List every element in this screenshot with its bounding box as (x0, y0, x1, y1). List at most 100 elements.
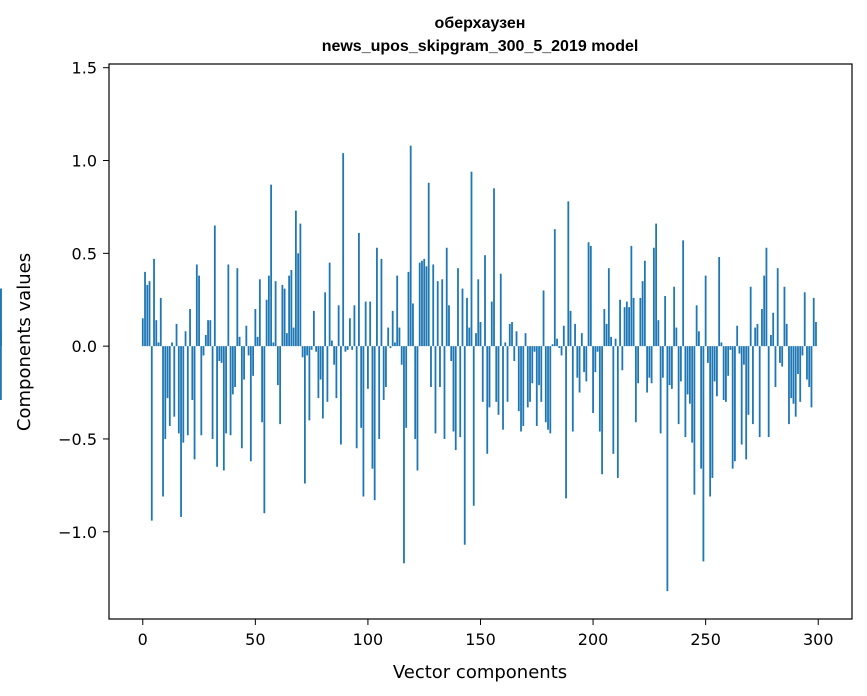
bar-200 (592, 346, 594, 413)
bar-202 (596, 346, 599, 352)
x-tick-label: 0 (138, 630, 148, 649)
y-tick-label: 1.5 (72, 59, 97, 78)
bar-111 (391, 310, 394, 347)
bar-160 (502, 346, 504, 430)
bar-247 (698, 331, 700, 347)
bar-214 (623, 307, 626, 347)
x-tick-label: 50 (245, 630, 265, 649)
bar-258 (722, 346, 725, 400)
bar-191 (571, 346, 574, 432)
bar-128 (430, 346, 432, 387)
bar-173 (531, 346, 534, 384)
bar-45 (243, 346, 245, 380)
bar-42 (236, 268, 239, 347)
bar-233 (666, 346, 669, 592)
bar-51 (256, 336, 259, 347)
bar-127 (427, 182, 430, 347)
bar-267 (743, 346, 745, 365)
bar-0 (141, 318, 144, 347)
bar-140 (457, 268, 459, 347)
bar-113 (396, 275, 399, 347)
bar-272 (754, 327, 757, 347)
bar-286 (785, 323, 788, 347)
bar-186 (560, 346, 563, 356)
bar-231 (661, 346, 664, 378)
bar-165 (513, 346, 516, 361)
bar-176 (538, 346, 540, 386)
bar-167 (517, 346, 520, 412)
bar-124 (421, 260, 423, 347)
bar-39 (229, 346, 232, 436)
bar-11 (166, 346, 169, 399)
bar-293 (801, 346, 804, 356)
plot-frame (108, 63, 853, 620)
bar-60 (276, 346, 279, 386)
bar-262 (731, 346, 734, 469)
bar-48 (249, 346, 252, 462)
bar-2 (146, 284, 149, 347)
bar-78 (317, 346, 320, 399)
x-tick-label: 300 (803, 630, 834, 649)
bar-159 (499, 273, 502, 347)
bar-215 (625, 301, 628, 347)
bar-280 (772, 312, 775, 347)
bar-276 (763, 275, 766, 347)
bar-83 (328, 262, 331, 347)
bar-221 (639, 297, 642, 347)
bar-180 (547, 346, 549, 430)
bar-8 (159, 297, 162, 347)
bar-131 (436, 281, 439, 347)
x-tick-label: 150 (465, 630, 496, 649)
bar-242 (686, 346, 689, 395)
x-axis-ticks: 0 50 100 150 200 250 300 (138, 619, 834, 649)
bar-121 (414, 346, 417, 439)
bar-79 (319, 346, 322, 380)
bar-211 (616, 346, 619, 478)
bar-136 (448, 305, 450, 347)
bar-32 (213, 225, 216, 347)
x-axis-label: Vector components (393, 662, 567, 683)
bar-137 (450, 346, 453, 361)
bar-149 (477, 279, 480, 347)
bar-50 (254, 309, 257, 347)
chart-title-line-2: news_upos_skipgram_300_5_2019 model (322, 38, 639, 55)
bar-232 (664, 296, 667, 347)
bar-88 (340, 346, 342, 445)
bar-156 (493, 188, 495, 347)
bar-212 (619, 299, 621, 347)
bar-47 (247, 346, 250, 356)
bar-138 (452, 346, 455, 432)
bar-38 (227, 264, 230, 347)
bar-273 (756, 323, 759, 347)
bar-236 (673, 286, 676, 347)
bar-31 (211, 346, 214, 439)
chart-title-line-1: оберхаузен (435, 15, 526, 32)
bar-12 (168, 346, 171, 426)
bar-86 (335, 346, 338, 399)
bar-93 (351, 346, 354, 350)
bar-134 (443, 346, 446, 439)
bar-36 (222, 346, 225, 471)
bar-70 (299, 223, 302, 347)
bar-58 (272, 342, 275, 347)
bar-270 (749, 286, 752, 347)
bar-69 (297, 253, 300, 347)
bar-61 (279, 346, 282, 425)
bar-158 (497, 346, 500, 415)
bar-195 (580, 333, 583, 347)
bar-206 (605, 323, 608, 347)
bar-144 (466, 297, 468, 347)
y-tick-label: 1.0 (72, 152, 97, 171)
bar-103 (373, 346, 376, 501)
bar-213 (621, 346, 624, 371)
bar-1 (144, 271, 146, 347)
bar-250 (704, 275, 707, 347)
bar-7 (157, 342, 160, 347)
bar-106 (380, 258, 383, 347)
bar-35 (220, 346, 223, 363)
bar-194 (578, 346, 581, 393)
bar-130 (434, 346, 437, 434)
bar-115 (400, 346, 403, 365)
bar-166 (515, 331, 518, 347)
bar-undefined (0, 288, 2, 347)
